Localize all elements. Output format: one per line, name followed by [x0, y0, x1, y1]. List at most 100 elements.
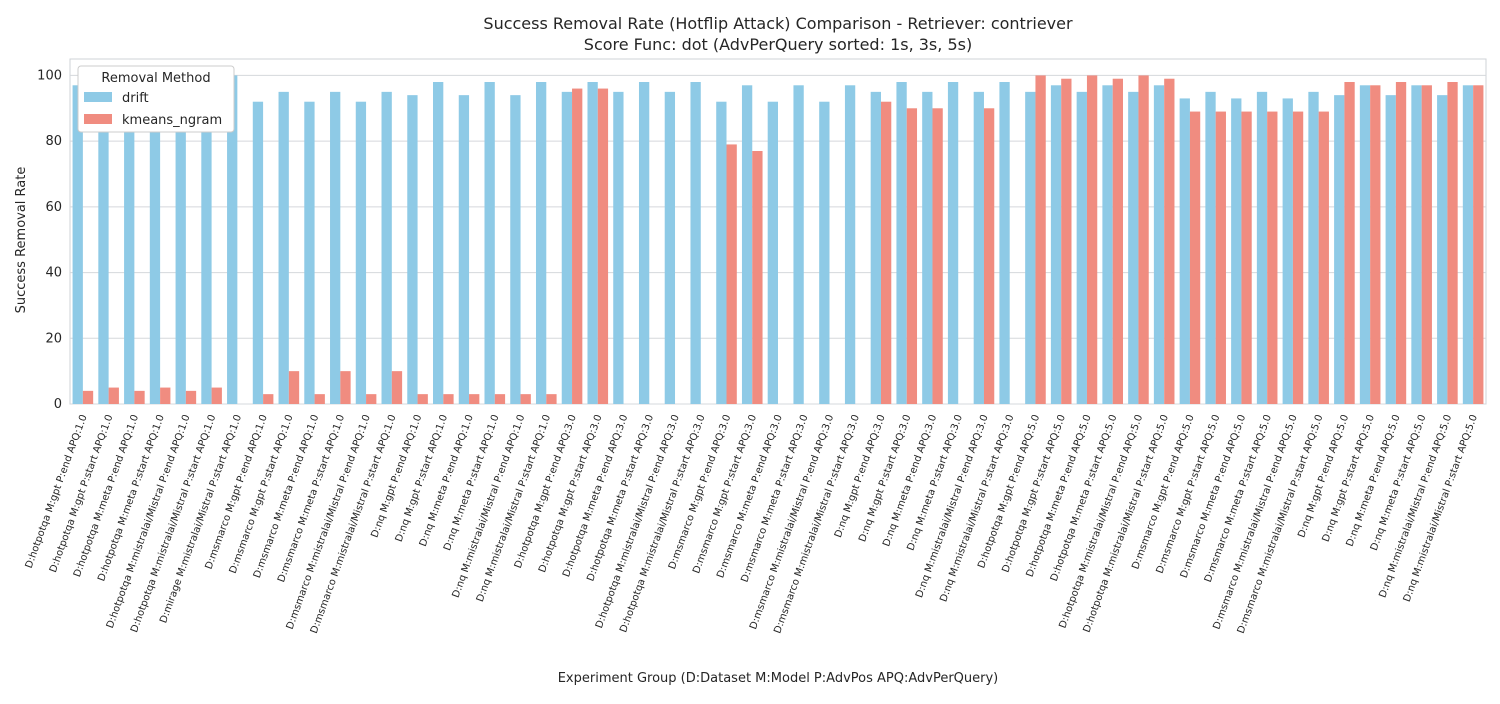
bar-drift	[330, 91, 341, 405]
bar-kmeans-ngram	[391, 371, 403, 404]
bar-drift	[1437, 95, 1448, 404]
bar-kmeans-ngram	[1138, 75, 1149, 405]
legend-title: Removal Method	[101, 71, 210, 86]
bar-kmeans-ngram	[572, 88, 583, 404]
bar-drift	[175, 85, 186, 404]
legend-swatch-drift	[84, 92, 112, 102]
bar-drift	[1050, 85, 1062, 404]
legend-label-drift: drift	[122, 91, 149, 106]
bar-drift	[1308, 91, 1319, 405]
bar-drift	[1256, 91, 1268, 405]
chart-title-line1: Success Removal Rate (Hotflip Attack) Co…	[483, 14, 1073, 33]
bar-drift	[1128, 91, 1139, 405]
bar-kmeans-ngram	[1318, 111, 1329, 404]
bar-drift	[458, 95, 470, 404]
bar-kmeans-ngram	[494, 394, 506, 404]
bar-drift	[510, 95, 521, 404]
bar-kmeans-ngram	[288, 371, 300, 404]
bar-drift	[1102, 85, 1113, 404]
bar-kmeans-ngram	[1370, 85, 1381, 404]
bar-kmeans-ngram	[546, 394, 557, 404]
bar-kmeans-ngram	[1292, 111, 1304, 404]
y-axis-label: Success Removal Rate	[14, 167, 29, 314]
bar-drift	[999, 82, 1010, 404]
bar-drift	[870, 91, 881, 405]
bar-drift	[98, 85, 109, 404]
x-axis-label: Experiment Group (D:Dataset M:Model P:Ad…	[558, 671, 999, 686]
bar-drift	[896, 82, 907, 404]
bar-drift	[1282, 98, 1293, 405]
y-tick-label: 80	[45, 134, 62, 149]
bar-kmeans-ngram	[314, 394, 325, 404]
y-tick-labels: 0 20 40 60 80 100	[37, 68, 62, 412]
bar-drift	[149, 85, 161, 404]
y-tick-label: 0	[54, 397, 62, 412]
y-tick-label: 40	[45, 266, 62, 281]
bar-drift	[947, 82, 959, 404]
bar-drift	[1462, 85, 1474, 404]
bar-kmeans-ngram	[366, 394, 377, 404]
bar-kmeans-ngram	[1395, 82, 1407, 404]
bar-kmeans-ngram	[1267, 111, 1278, 404]
legend: Removal Method drift kmeans_ngram	[77, 65, 235, 133]
bar-kmeans-ngram	[160, 387, 171, 404]
bar-drift	[973, 91, 984, 405]
y-tick-label: 20	[45, 331, 62, 346]
bar-kmeans-ngram	[1164, 78, 1175, 405]
bar-kmeans-ngram	[108, 387, 119, 404]
bar-drift	[124, 85, 135, 404]
bar-drift	[716, 101, 727, 405]
bar-drift	[819, 101, 830, 405]
bar-drift	[613, 91, 624, 405]
bar-kmeans-ngram	[82, 390, 94, 404]
bar-kmeans-ngram	[1473, 85, 1484, 404]
bar-drift	[433, 82, 444, 404]
bar-drift	[1179, 98, 1190, 405]
bar-drift	[844, 85, 856, 404]
bar-drift	[484, 82, 495, 404]
bar-drift	[793, 85, 804, 404]
bar-drift	[1411, 85, 1422, 404]
bar-drift	[252, 101, 264, 405]
bar-drift	[741, 85, 753, 404]
chart-title-line2: Score Func: dot (AdvPerQuery sorted: 1s,…	[584, 35, 972, 54]
bar-kmeans-ngram	[263, 394, 274, 404]
bar-drift	[201, 85, 212, 404]
bar-drift	[561, 91, 573, 405]
bars	[72, 75, 1484, 405]
bar-drift	[664, 91, 676, 405]
bar-kmeans-ngram	[1421, 85, 1432, 404]
bar-drift	[381, 91, 392, 405]
bar-kmeans-ngram	[1215, 111, 1226, 404]
x-tick-labels: D:hotpotqa M:gpt P:end APQ:1.0D:hotpotqa…	[24, 413, 1480, 635]
bar-kmeans-ngram	[726, 144, 737, 404]
legend-swatch-kmeans-ngram	[84, 114, 112, 124]
bar-drift	[922, 91, 933, 405]
bar-kmeans-ngram	[211, 387, 222, 404]
bar-drift	[1076, 91, 1087, 405]
bar-drift	[1205, 91, 1216, 405]
bar-drift	[278, 91, 289, 405]
bar-drift	[355, 101, 367, 405]
bar-drift	[1231, 98, 1242, 405]
bar-kmeans-ngram	[906, 108, 918, 404]
bar-drift	[304, 101, 315, 405]
bar-kmeans-ngram	[1447, 82, 1458, 404]
bar-drift	[407, 95, 418, 404]
bar-kmeans-ngram	[752, 151, 763, 404]
bar-kmeans-ngram	[443, 394, 454, 404]
bar-kmeans-ngram	[1241, 111, 1252, 404]
bar-kmeans-ngram	[1189, 111, 1201, 404]
legend-box	[77, 65, 235, 133]
bar-kmeans-ngram	[932, 108, 943, 404]
bar-drift	[638, 82, 650, 404]
bar-drift	[1359, 85, 1371, 404]
legend-label-kmeans-ngram: kmeans_ngram	[122, 113, 222, 128]
bar-kmeans-ngram	[1344, 82, 1355, 404]
bar-drift	[1385, 95, 1396, 404]
bar-kmeans-ngram	[134, 390, 145, 404]
bar-drift	[767, 101, 778, 405]
bar-drift	[72, 85, 83, 404]
